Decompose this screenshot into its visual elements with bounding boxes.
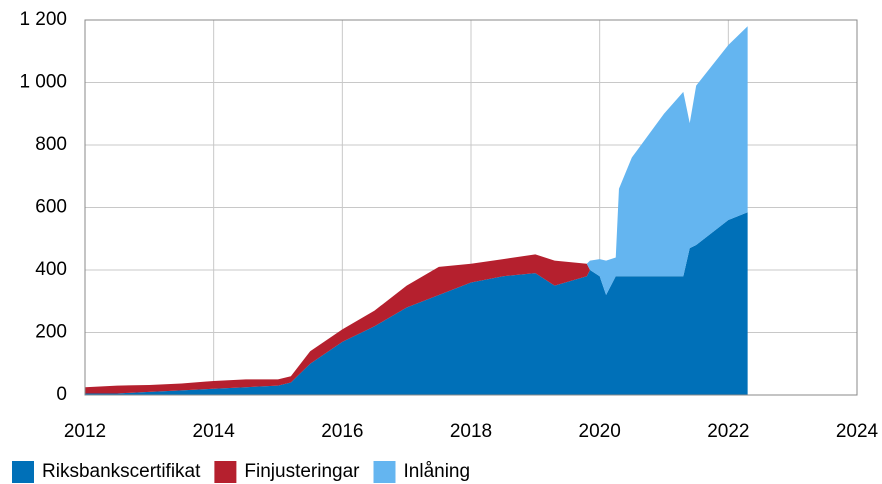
y-tick-label: 1 000: [19, 72, 67, 93]
y-tick-label: 1 200: [19, 9, 67, 30]
legend-label: Finjusteringar: [244, 461, 360, 482]
y-tick-label: 400: [35, 259, 67, 280]
x-tick-label: 2014: [193, 421, 236, 442]
legend-swatch: [12, 461, 34, 483]
y-tick-label: 600: [35, 197, 67, 218]
area: [85, 212, 748, 394]
legend-label: Riksbankscertifikat: [42, 461, 201, 482]
y-tick-label: 800: [35, 134, 67, 155]
legend-swatch: [214, 461, 237, 483]
x-tick-label: 2022: [707, 421, 749, 442]
legend-swatch: [373, 461, 396, 483]
x-tick-label: 2020: [579, 421, 621, 442]
legend-label: Inlåning: [404, 461, 471, 482]
x-tick-label: 2016: [321, 421, 363, 442]
area: [85, 212, 748, 395]
x-tick-label: 2012: [64, 421, 106, 442]
x-tick-label: 2018: [450, 421, 492, 442]
y-tick-label: 200: [35, 322, 67, 343]
y-tick-label: 0: [56, 384, 67, 405]
plot-frame: [84, 19, 858, 396]
x-tick-label: 2024: [836, 421, 879, 442]
